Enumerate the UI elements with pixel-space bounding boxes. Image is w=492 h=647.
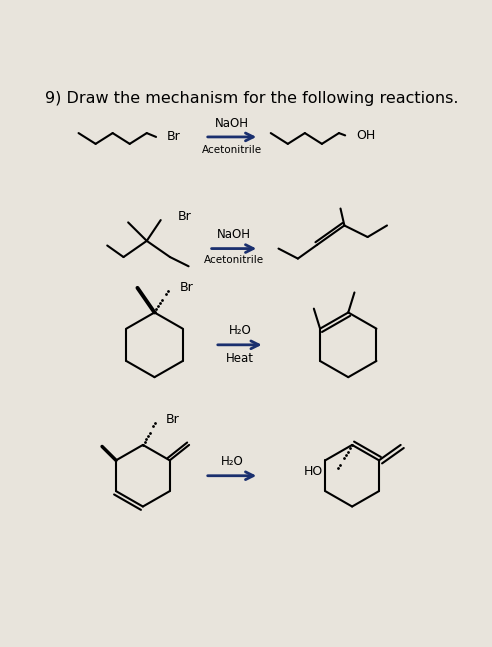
Text: H₂O: H₂O xyxy=(228,324,251,338)
Text: Br: Br xyxy=(165,413,179,426)
Text: Heat: Heat xyxy=(226,352,254,365)
Text: Acetonitrile: Acetonitrile xyxy=(202,145,262,155)
Text: Acetonitrile: Acetonitrile xyxy=(204,255,264,265)
Text: Br: Br xyxy=(167,131,181,144)
Text: NaOH: NaOH xyxy=(216,228,250,241)
Text: HO: HO xyxy=(304,465,323,478)
Text: 9) Draw the mechanism for the following reactions.: 9) Draw the mechanism for the following … xyxy=(45,91,459,105)
Text: OH: OH xyxy=(356,129,375,142)
Text: H₂O: H₂O xyxy=(220,455,244,468)
Text: Br: Br xyxy=(179,281,193,294)
Text: Br: Br xyxy=(178,210,191,223)
Text: NaOH: NaOH xyxy=(215,117,249,130)
